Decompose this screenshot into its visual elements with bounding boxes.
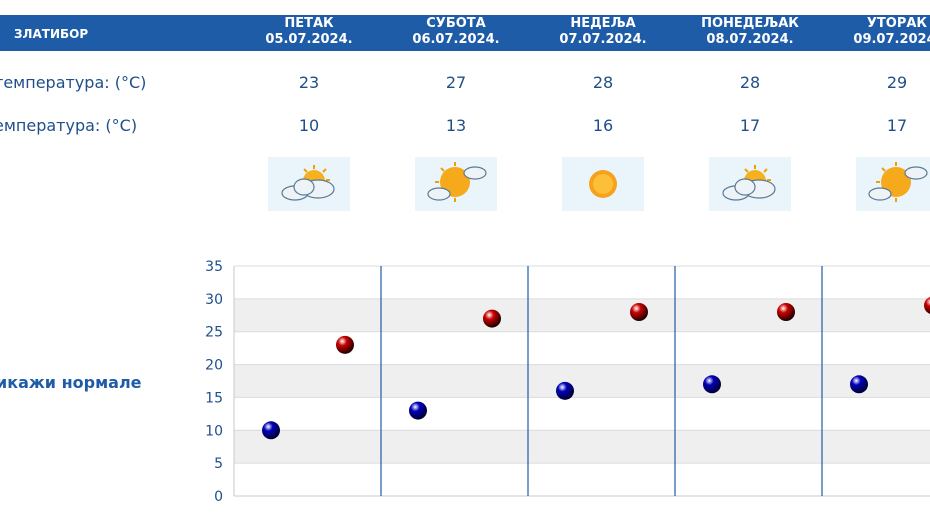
max-temp-point	[336, 335, 354, 354]
day-header-1: ПЕТАК 05.07.2024.	[249, 16, 369, 48]
min-temp-point	[703, 375, 721, 394]
max-temp-cell: 28	[592, 73, 614, 92]
day-date: 08.07.2024.	[706, 32, 794, 47]
day-date: 09.07.2024.	[853, 32, 930, 47]
max-temp-cell: 28	[739, 73, 761, 92]
grid-band	[234, 298, 930, 332]
day-header-3: НЕДЕЉА 07.07.2024.	[543, 16, 663, 48]
min-temp-cell: 10	[298, 116, 320, 135]
forecast-header	[0, 15, 930, 51]
day-name: ПЕТАК	[284, 16, 334, 31]
y-tick-label: 0	[214, 489, 223, 505]
max-temp-cell: 27	[445, 73, 467, 92]
min-temp-point	[262, 421, 280, 440]
min-temp-cell: 17	[886, 116, 908, 135]
y-tick-label: 10	[205, 423, 223, 439]
y-tick-label: 5	[214, 456, 223, 472]
min-temp-point	[556, 381, 574, 400]
sun-behind-cloud-icon	[709, 157, 791, 211]
station-name: ЗЛАТИБОР	[14, 27, 89, 41]
day-header-4: ПОНЕДЕЉАК 08.07.2024.	[690, 16, 810, 48]
max-temp-point	[777, 303, 795, 321]
y-tick-label: 35	[205, 259, 223, 275]
day-date: 05.07.2024.	[265, 32, 353, 47]
partly-sunny-icon	[415, 157, 497, 211]
max-temp-point	[630, 303, 648, 321]
max-temp-label: температура: (°C)	[0, 73, 147, 92]
min-temp-point	[409, 401, 427, 420]
max-temp-point	[924, 296, 930, 314]
y-tick-label: 25	[205, 325, 223, 341]
day-name: УТОРАК	[866, 16, 928, 31]
min-temp-cell: 16	[592, 116, 614, 135]
max-temp-point	[483, 309, 501, 328]
day-name: СУБОТА	[426, 16, 486, 31]
partly-sunny-icon	[856, 157, 930, 211]
day-date: 07.07.2024.	[559, 32, 647, 47]
day-name: НЕДЕЉА	[570, 16, 636, 31]
max-temp-cell: 29	[886, 73, 908, 92]
grid-band	[234, 430, 930, 464]
day-date: 06.07.2024.	[412, 32, 500, 47]
min-temp-point	[850, 375, 868, 394]
min-temp-cell: 17	[739, 116, 761, 135]
grid-band	[234, 364, 930, 398]
sun-icon	[562, 157, 644, 211]
show-normals-toggle[interactable]: икажи нормале	[0, 373, 142, 392]
y-tick-label: 15	[205, 390, 223, 406]
y-tick-label: 30	[205, 292, 223, 308]
day-header-5: УТОРАК 09.07.2024.	[837, 16, 930, 48]
day-header-2: СУБОТА 06.07.2024.	[396, 16, 516, 48]
temperature-chart: 0 5 10 15 20 25 30 35	[205, 259, 930, 505]
min-temp-label: емпература: (°C)	[0, 116, 138, 135]
day-name: ПОНЕДЕЉАК	[701, 16, 799, 31]
sun-behind-cloud-icon	[268, 157, 350, 211]
y-tick-label: 20	[205, 358, 223, 374]
max-temp-cell: 23	[298, 73, 320, 92]
min-temp-cell: 13	[445, 116, 467, 135]
